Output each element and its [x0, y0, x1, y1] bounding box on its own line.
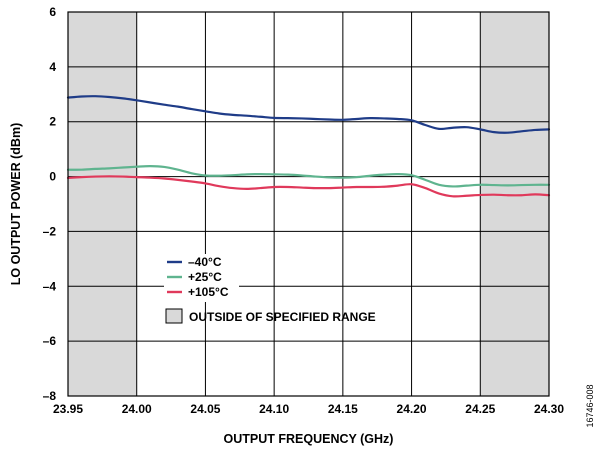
x-tick-label-1: 24.00: [122, 402, 152, 416]
shaded-region-0: [68, 12, 137, 396]
shaded-regions: [68, 12, 549, 396]
y-tick-labels: –8 –6 –4 –2 0 2 4 6: [43, 5, 57, 403]
legend-label-2: +105°C: [188, 285, 229, 299]
legend-shade-label: OUTSIDE OF SPECIFIED RANGE: [189, 310, 376, 324]
y-tick-label-7: 6: [49, 5, 56, 19]
legend-label-1: +25°C: [188, 270, 222, 284]
legend-label-0: –40°C: [188, 255, 222, 269]
legend-items: –40°C+25°C+105°C: [167, 255, 229, 299]
y-tick-label-6: 4: [49, 60, 56, 74]
x-tick-label-4: 24.15: [328, 402, 358, 416]
series-line-2: [66, 175, 551, 198]
x-tick-label-2: 24.05: [190, 402, 220, 416]
plot-frame: [67, 11, 550, 397]
x-tick-label-6: 24.25: [465, 402, 495, 416]
y-tick-label-5: 2: [49, 115, 56, 129]
x-tick-label-7: 24.30: [534, 402, 564, 416]
series-lines: [66, 95, 551, 198]
y-tick-label-3: –2: [43, 224, 57, 238]
y-tick-label-4: 0: [49, 170, 56, 184]
x-tick-label-0: 23.95: [53, 402, 83, 416]
grid-lines: [67, 11, 550, 397]
y-tick-label-2: –4: [43, 279, 57, 293]
figure-id: 16746-008: [585, 384, 595, 427]
x-axis-title: OUTPUT FREQUENCY (GHz): [224, 432, 394, 446]
shaded-region-1: [480, 12, 549, 396]
y-tick-label-0: –8: [43, 389, 57, 403]
x-tick-label-3: 24.10: [259, 402, 289, 416]
series-line-0: [66, 95, 551, 134]
x-tick-label-5: 24.20: [397, 402, 427, 416]
legend: –40°C+25°C+105°C OUTSIDE OF SPECIFIED RA…: [164, 254, 376, 324]
y-axis-title: LO OUTPUT POWER (dBm): [9, 123, 23, 286]
y-tick-label-1: –6: [43, 334, 57, 348]
x-tick-labels: 23.95 24.00 24.05 24.10 24.15 24.20 24.25 24.30: [53, 402, 564, 416]
series-line-1: [66, 165, 551, 188]
legend-shade-swatch: [165, 308, 183, 324]
